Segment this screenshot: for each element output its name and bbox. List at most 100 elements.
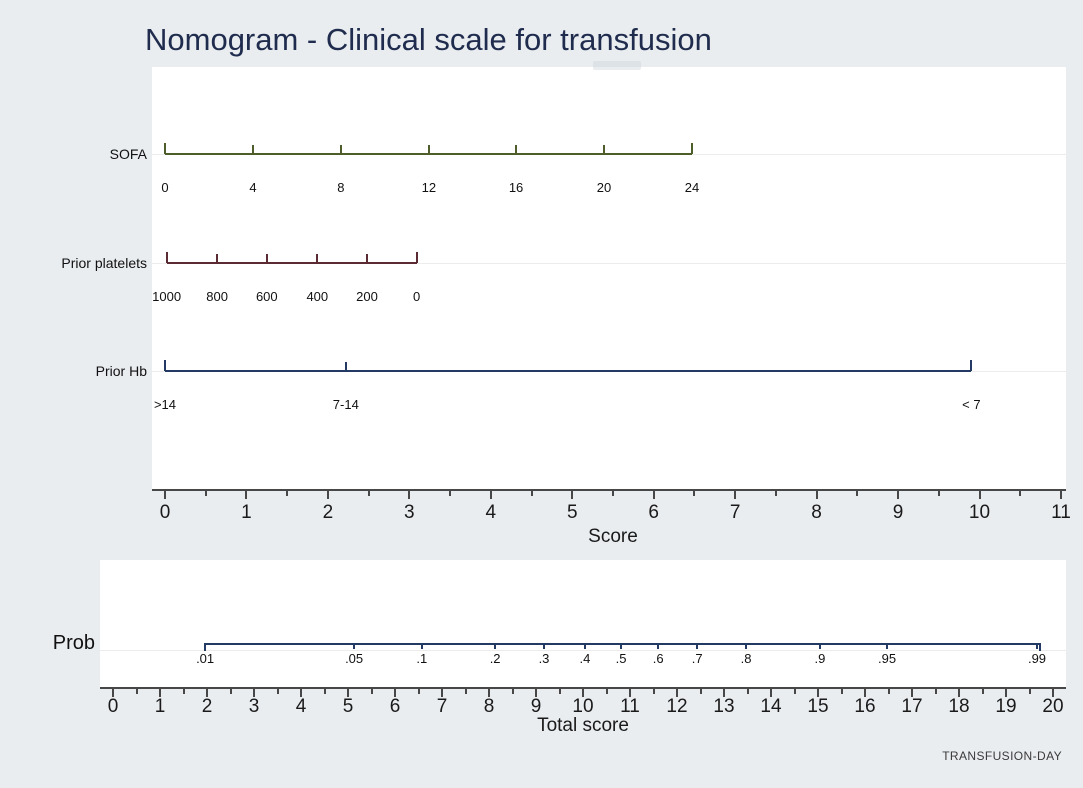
axis-tick-label: 20 (1042, 696, 1064, 717)
prob-tick (1036, 643, 1039, 649)
sofa-scale-line (165, 153, 692, 155)
axis-major-tick (441, 689, 443, 697)
axis-major-tick (770, 689, 772, 697)
prior-platelets-tick (415, 254, 418, 263)
axis-minor-tick (530, 491, 533, 496)
prior-platelets-tick-label: 600 (255, 289, 278, 304)
row-gridline (152, 263, 1066, 264)
axis-tick-label: 6 (389, 696, 401, 717)
sofa-tick-label: 16 (508, 180, 524, 195)
axis-minor-tick (887, 689, 890, 694)
prior-platelets-tick-label: 1000 (152, 289, 182, 304)
axis-tick-label: 7 (729, 502, 741, 523)
prob-tick (583, 643, 586, 649)
axis-tick-label: 2 (322, 502, 334, 523)
axis-minor-tick (652, 689, 655, 694)
axis-minor-tick (605, 689, 608, 694)
axis-minor-tick (417, 689, 420, 694)
prob-tick-label: .5 (615, 651, 627, 666)
axis-major-tick (535, 689, 537, 697)
axis-tick-label: 4 (485, 502, 497, 523)
prob-tick (696, 643, 699, 649)
axis-major-tick (394, 689, 396, 697)
watermark-label: TRANSFUSION-DAY (942, 749, 1062, 763)
sofa-tick (690, 145, 693, 154)
sofa-tick (427, 145, 430, 154)
axis-major-tick (408, 491, 411, 499)
axis-major-tick (582, 689, 584, 697)
axis-tick-label: 9 (892, 502, 904, 523)
axis-major-tick (488, 689, 490, 697)
axis-tick-label: 13 (713, 696, 735, 717)
figure-title: Nomogram - Clinical scale for transfusio… (145, 22, 712, 57)
prob-tick-label: .8 (740, 651, 752, 666)
axis-tick-label: 4 (295, 696, 307, 717)
prior-platelets-tick (365, 254, 368, 263)
axis-minor-tick (370, 689, 373, 694)
axis-major-tick (911, 689, 913, 697)
axis-minor-tick (1019, 491, 1022, 496)
prob-tick (657, 643, 660, 649)
prob-endcap (1038, 643, 1041, 651)
axis-tick-label: 8 (811, 502, 822, 523)
axis-tick-label: 14 (760, 696, 782, 717)
axis-major-tick (326, 491, 329, 499)
prior-hb-tick-label: < 7 (962, 397, 981, 412)
prob-tick-label: .9 (814, 651, 826, 666)
prob-tick-label: .3 (538, 651, 550, 666)
row-gridline (100, 650, 1066, 651)
axis-minor-tick (934, 689, 937, 694)
prior-platelets-tick (216, 254, 219, 263)
axis-tick-label: 10 (968, 502, 991, 523)
axis-major-tick (676, 689, 678, 697)
prior-hb-tick-label: >14 (153, 397, 177, 412)
axis-minor-tick (699, 689, 702, 694)
axis-minor-tick (323, 689, 326, 694)
prior-platelets-tick-label: 200 (356, 289, 378, 304)
total-score-axis-title: Total score (537, 715, 629, 736)
axis-major-tick (300, 689, 302, 697)
axis-major-tick (815, 491, 818, 499)
prob-tick-label: .1 (416, 651, 428, 666)
sofa-tick (251, 145, 254, 154)
axis-tick-label: 19 (995, 696, 1017, 717)
axis-tick-label: 16 (854, 696, 876, 717)
axis-major-tick (489, 491, 492, 499)
prob-tick (494, 643, 497, 649)
axis-major-tick (1005, 689, 1007, 697)
prob-tick-label: .99 (1027, 651, 1047, 666)
axis-minor-tick (1028, 689, 1031, 694)
axis-tick-label: 3 (404, 502, 415, 523)
axis-major-tick (347, 689, 349, 697)
prob-tick-label: .01 (196, 651, 215, 666)
axis-major-tick (958, 689, 960, 697)
axis-tick-label: 11 (620, 696, 640, 717)
prob-tick-label: .7 (691, 651, 703, 666)
total-score-axis-line (100, 687, 1066, 689)
axis-major-tick (629, 689, 631, 697)
axis-minor-tick (449, 491, 452, 496)
prior-hb-scale-line (165, 370, 972, 372)
prob-row-label: Prob (52, 632, 95, 654)
sofa-tick (515, 145, 518, 154)
sofa-row-label: SOFA (109, 146, 147, 162)
axis-tick-label: 3 (248, 696, 260, 717)
prob-tick (745, 643, 748, 649)
axis-tick-label: 2 (201, 696, 213, 717)
score-axis-line (152, 489, 1066, 491)
axis-tick-label: 12 (666, 696, 688, 717)
axis-tick-label: 6 (648, 502, 659, 523)
axis-tick-label: 11 (1051, 502, 1071, 523)
axis-minor-tick (840, 689, 843, 694)
prior-platelets-row-label: Prior platelets (61, 255, 147, 271)
sofa-tick (164, 145, 166, 154)
prior-platelets-tick (165, 254, 168, 263)
axis-major-tick (864, 689, 866, 697)
prior-platelets-scale-line (166, 262, 417, 264)
sofa-tick (339, 145, 342, 154)
axis-minor-tick (746, 689, 749, 694)
axis-tick-label: 7 (436, 696, 448, 717)
prob-tick (353, 643, 356, 649)
axis-minor-tick (611, 491, 614, 496)
axis-tick-label: 18 (948, 696, 970, 717)
